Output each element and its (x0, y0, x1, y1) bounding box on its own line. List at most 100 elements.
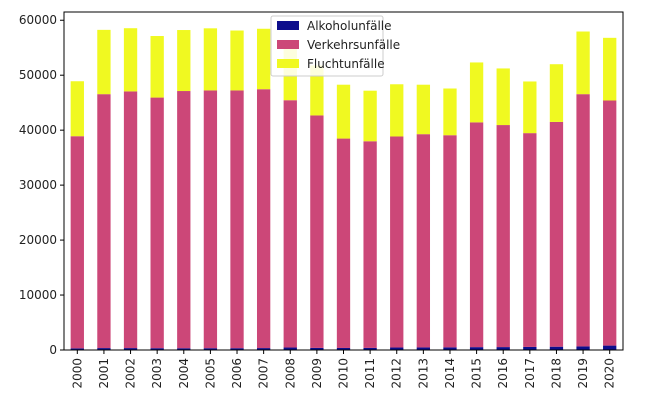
x-tick-label: 2016 (496, 358, 510, 389)
bar-alkoholunf-lle-2008 (283, 347, 297, 350)
legend-swatch (277, 59, 299, 68)
bar-fluchtunf-lle-2000 (70, 81, 84, 137)
bar-fluchtunf-lle-2013 (416, 84, 431, 135)
x-tick-label: 2015 (470, 358, 484, 389)
legend: Alkoholunfälle Verkehrsunfälle Fluchtunfäl… (270, 15, 400, 77)
legend-label: Verkehrsunfälle (307, 38, 400, 52)
bar-fluchtunf-lle-2004 (177, 30, 191, 92)
bar-verkehrsunf-lle-2018 (549, 121, 564, 347)
x-tick-label: 2019 (576, 358, 590, 389)
bar-alkoholunf-lle-2000 (70, 348, 84, 350)
bar-verkehrsunf-lle-2014 (443, 135, 457, 348)
x-tick-label: 2008 (283, 358, 297, 389)
bar-fluchtunf-lle-2019 (576, 31, 590, 95)
bar-fluchtunf-lle-2003 (150, 36, 164, 98)
bar-fluchtunf-lle-2009 (310, 65, 324, 116)
bar-fluchtunf-lle-2014 (443, 88, 457, 136)
legend-label: Fluchtunfälle (307, 57, 385, 71)
x-tick-label: 2004 (177, 358, 191, 389)
x-tick-label: 2001 (97, 358, 111, 389)
y-tick-label: 30000 (19, 178, 57, 192)
x-tick-label: 2013 (416, 358, 430, 389)
y-tick-label: 20000 (19, 233, 57, 247)
bar-verkehrsunf-lle-2011 (363, 141, 377, 348)
y-tick-label: 40000 (19, 123, 57, 137)
bar-verkehrsunf-lle-2008 (283, 100, 297, 348)
x-tick-label: 2010 (337, 358, 351, 389)
bar-verkehrsunf-lle-2020 (603, 100, 617, 346)
bar-alkoholunf-lle-2010 (336, 347, 351, 350)
x-tick-label: 2012 (390, 358, 404, 389)
bar-alkoholunf-lle-2019 (576, 346, 590, 350)
bar-fluchtunf-lle-2016 (496, 68, 510, 126)
bar-alkoholunf-lle-2011 (363, 347, 377, 350)
bar-alkoholunf-lle-2012 (390, 347, 404, 350)
bar-alkoholunf-lle-2018 (549, 346, 564, 350)
bar-fluchtunf-lle-2010 (336, 84, 351, 139)
x-tick-label: 2014 (443, 358, 457, 389)
bar-alkoholunf-lle-2020 (603, 345, 617, 350)
x-tick-label: 2018 (549, 358, 563, 389)
x-tick-label: 2005 (203, 358, 217, 389)
y-tick-label: 60000 (19, 13, 57, 27)
bar-fluchtunf-lle-2018 (549, 64, 564, 122)
bar-alkoholunf-lle-2014 (443, 347, 457, 350)
x-tick-label: 2017 (523, 358, 537, 389)
bar-verkehrsunf-lle-2006 (230, 90, 244, 349)
x-tick-label: 2009 (310, 358, 324, 389)
bar-fluchtunf-lle-2001 (97, 29, 111, 95)
bar-alkoholunf-lle-2005 (203, 348, 218, 350)
bar-alkoholunf-lle-2001 (97, 348, 111, 350)
bar-alkoholunf-lle-2009 (310, 347, 324, 350)
x-tick-label: 2006 (230, 358, 244, 389)
bar-fluchtunf-lle-2007 (256, 28, 271, 90)
x-tick-label: 2000 (70, 358, 84, 389)
bar-fluchtunf-lle-2006 (230, 30, 244, 91)
y-tick-label: 0 (49, 343, 57, 357)
y-tick-label: 50000 (19, 68, 57, 82)
x-tick-label: 2003 (150, 358, 164, 389)
legend-swatch (277, 40, 299, 49)
bar-fluchtunf-lle-2011 (363, 90, 377, 142)
x-tick-label: 2020 (603, 358, 617, 389)
bar-verkehrsunf-lle-2016 (496, 125, 510, 348)
x-tick-label: 2007 (257, 358, 271, 389)
bar-verkehrsunf-lle-2007 (256, 89, 271, 349)
bar-alkoholunf-lle-2003 (150, 348, 164, 350)
bar-verkehrsunf-lle-2001 (97, 94, 111, 349)
axes-layer: 0 10000 20000 30000 40000 50000 60000 2000 2001 2… (19, 11, 624, 389)
bar-verkehrsunf-lle-2013 (416, 134, 431, 348)
bar-alkoholunf-lle-2006 (230, 348, 244, 350)
bar-verkehrsunf-lle-2009 (310, 115, 324, 348)
bar-verkehrsunf-lle-2004 (177, 91, 191, 349)
bar-fluchtunf-lle-2002 (123, 28, 138, 92)
bar-fluchtunf-lle-2020 (603, 37, 617, 101)
bar-fluchtunf-lle-2005 (203, 28, 218, 91)
bar-verkehrsunf-lle-2005 (203, 90, 218, 349)
bar-alkoholunf-lle-2002 (123, 348, 138, 350)
bar-alkoholunf-lle-2017 (523, 346, 537, 350)
bar-verkehrsunf-lle-2019 (576, 94, 590, 347)
x-tick-label: 2002 (124, 358, 138, 389)
bar-verkehrsunf-lle-2017 (523, 133, 537, 347)
bar-fluchtunf-lle-2017 (523, 81, 537, 134)
bar-verkehrsunf-lle-2003 (150, 97, 164, 349)
legend-swatch (277, 21, 299, 30)
bar-fluchtunf-lle-2015 (469, 62, 484, 123)
bar-verkehrsunf-lle-2010 (336, 138, 351, 348)
bar-alkoholunf-lle-2013 (416, 347, 431, 350)
bars-layer (70, 28, 617, 350)
bar-alkoholunf-lle-2016 (496, 347, 510, 350)
bar-verkehrsunf-lle-2002 (123, 91, 138, 349)
bar-verkehrsunf-lle-2000 (70, 136, 84, 349)
bar-alkoholunf-lle-2015 (469, 347, 484, 350)
bar-fluchtunf-lle-2012 (390, 84, 404, 137)
bar-verkehrsunf-lle-2012 (390, 136, 404, 348)
bar-verkehrsunf-lle-2015 (469, 122, 484, 348)
legend-label: Alkoholunfälle (307, 19, 392, 33)
y-tick-label: 10000 (19, 288, 57, 302)
bar-alkoholunf-lle-2004 (177, 348, 191, 350)
x-tick-label: 2011 (363, 358, 377, 389)
bar-alkoholunf-lle-2007 (256, 348, 271, 350)
